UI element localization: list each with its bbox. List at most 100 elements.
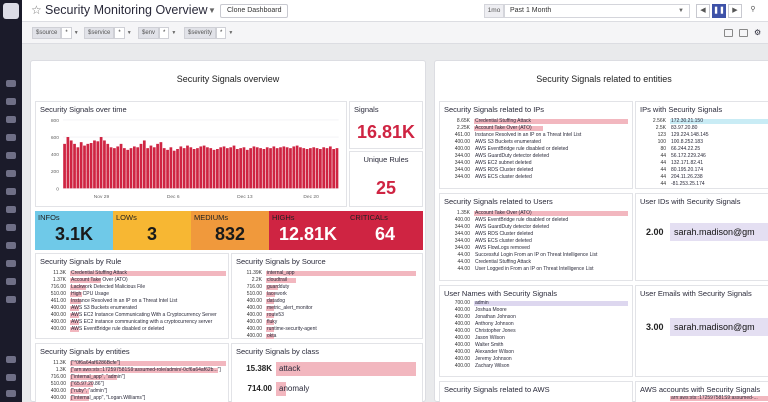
clone-dashboard-button[interactable]: Clone Dashboard [220, 4, 289, 18]
toplist-row[interactable]: 344.00 AWS ECS cluster deleted [444, 174, 628, 181]
user-ids-widget[interactable]: User IDs with Security Signals 2.00 sara… [635, 193, 768, 281]
signal-bar[interactable] [315, 148, 319, 189]
signal-bar[interactable] [265, 147, 269, 189]
signal-bar[interactable] [262, 149, 266, 189]
search-icon[interactable]: ⚲ [746, 4, 760, 18]
signal-bar[interactable] [202, 145, 206, 189]
monitors-nav-icon[interactable] [6, 170, 16, 177]
signal-bar[interactable] [119, 143, 123, 189]
signal-bar[interactable] [152, 147, 156, 189]
class-row[interactable]: 15.38K attack [236, 360, 420, 378]
signal-bar[interactable] [285, 147, 289, 189]
infos-tile[interactable]: INFOs 3.1K [35, 211, 113, 250]
security-nav-icon[interactable] [6, 278, 16, 285]
related-ips-widget[interactable]: Security Signals related to IPs 8.65K Cre… [439, 101, 633, 189]
toplist-row[interactable]: 400.00 Jeremy Johnson [444, 356, 628, 363]
signal-bar[interactable] [132, 146, 136, 189]
toplist-row[interactable]: 344.00 AWS GuardDuty detector deleted [444, 153, 628, 160]
user-nav-icon[interactable] [6, 390, 16, 397]
signal-bar[interactable] [182, 148, 186, 189]
criticals-tile[interactable]: CRITICALs 64 [347, 211, 423, 250]
toplist-row[interactable]: 400.00 Jonathan Johnson [444, 314, 628, 321]
signal-bar[interactable] [232, 145, 236, 189]
toplist-row[interactable]: 11.3K Credential Stuffing Attack [40, 270, 226, 277]
toplist-row[interactable]: 44 56.172.229.246 [640, 153, 768, 160]
signal-bar[interactable] [282, 146, 286, 189]
signal-bar[interactable] [79, 142, 83, 189]
related-aws-widget[interactable]: Security Signals related to AWS [439, 381, 633, 402]
toplist-row[interactable]: 2.5K 83.97.20.80 [640, 125, 768, 132]
signal-bar[interactable] [99, 137, 103, 189]
datadog-logo-icon[interactable] [3, 3, 19, 19]
signals-by-entities-widget[interactable]: Security Signals by entities 11.3K ["*0f6… [35, 343, 229, 402]
toplist-row[interactable]: 80 66.244.22.25 [640, 146, 768, 153]
signals-count-widget[interactable]: Signals 16.81K [349, 101, 423, 149]
signal-bar[interactable] [275, 148, 279, 189]
signal-bar[interactable] [116, 146, 120, 189]
toplist-row[interactable]: 100 100.8.252.183 [640, 139, 768, 146]
toplist-row[interactable]: 400.00 AWS EventBridge rule disabled or d… [444, 217, 628, 224]
signal-bar[interactable] [239, 148, 243, 189]
toplist-row[interactable]: 44 -81.253.25.174 [640, 181, 768, 188]
signal-bar[interactable] [179, 146, 183, 189]
signal-bar[interactable] [206, 147, 209, 189]
toplist-row[interactable]: 400.00 AWS S3 Buckets enumerated [40, 305, 226, 312]
signal-bar[interactable] [295, 145, 299, 189]
toplist-row[interactable]: 400.00 okta [236, 333, 416, 340]
toplist-row[interactable]: 2.56K 172.30.21.150 [640, 118, 768, 125]
signal-bar[interactable] [335, 148, 339, 189]
infrastructure-nav-icon[interactable] [6, 152, 16, 159]
signal-bar[interactable] [325, 148, 329, 189]
signal-bar[interactable] [96, 141, 100, 189]
mediums-tile[interactable]: MEDIUMs 832 [191, 211, 269, 250]
notebooks-nav-icon[interactable] [6, 242, 16, 249]
signal-bar[interactable] [259, 148, 262, 189]
lows-tile[interactable]: LOWs 3 [113, 211, 191, 250]
source-variable[interactable]: $source * ▼ [32, 27, 79, 39]
signal-bar[interactable] [292, 146, 296, 189]
toplist-row[interactable]: 44 132.171.82.41 [640, 160, 768, 167]
toplist-row[interactable]: 400.00 route53 [236, 312, 416, 319]
metrics-nav-icon[interactable] [6, 188, 16, 195]
toplist-row[interactable]: 400.00 AWS EC2 instance communicating wit… [40, 319, 226, 326]
signal-bar[interactable] [279, 147, 282, 189]
signal-bar[interactable] [332, 149, 336, 189]
ux-monitoring-nav-icon[interactable] [6, 296, 16, 303]
title-menu-chevron-icon[interactable]: ▼ [208, 6, 216, 15]
toplist-row[interactable]: 344.00 AWS FlowLogs removed [444, 245, 628, 252]
search-nav-icon[interactable] [6, 80, 16, 87]
toplist-row[interactable]: 344.00 AWS RDS Cluster deleted [444, 231, 628, 238]
watchdog-nav-icon[interactable] [6, 98, 16, 105]
integrations-nav-icon[interactable] [6, 206, 16, 213]
signal-bar[interactable] [176, 149, 179, 189]
toplist-row[interactable]: 400.00 Zachary Wilson [444, 363, 628, 370]
signal-bar[interactable] [212, 149, 216, 189]
user-email-chip[interactable]: sarah.madison@gm [670, 318, 768, 336]
dashboards-nav-icon[interactable] [6, 134, 16, 141]
toplist-row[interactable]: 400.00 Jason Wilson [444, 335, 628, 342]
toplist-row[interactable]: 400.00 ["ruby", "admin"] [40, 388, 226, 395]
toplist-row[interactable]: 400.00 metric_alert_monitor [236, 305, 416, 312]
signal-bar[interactable] [69, 140, 73, 189]
signals-by-class-widget[interactable]: Security Signals by class 15.38K attack 71… [231, 343, 423, 402]
signals-by-rule-widget[interactable]: Security Signals by Rule 11.3K Credential… [35, 253, 229, 339]
toplist-row[interactable]: 716.00 guardduty [236, 284, 416, 291]
signal-bar[interactable] [245, 149, 249, 189]
signal-bar[interactable] [86, 143, 90, 189]
signal-bar[interactable] [146, 148, 149, 189]
class-row[interactable]: 714.00 anomaly [236, 380, 420, 398]
favorite-star-icon[interactable]: ☆ [31, 3, 42, 17]
step-back-icon[interactable]: ◀ [696, 4, 710, 18]
toplist-row[interactable]: 344.00 AWS GuardDuty detector deleted [444, 224, 628, 231]
signal-bar[interactable] [89, 143, 93, 189]
logs-nav-icon[interactable] [6, 260, 16, 267]
signal-bar[interactable] [63, 143, 66, 189]
signal-bar[interactable] [76, 147, 80, 189]
user-names-widget[interactable]: User Names with Security Signals 700.00 a… [439, 285, 633, 377]
toplist-row[interactable]: 510.00 ["65.97.20.86"] [40, 381, 226, 388]
related-users-widget[interactable]: Security Signals related to Users 1.35K A… [439, 193, 633, 281]
signal-bar[interactable] [319, 149, 322, 189]
toplist-row[interactable]: 44.00 Credential Stuffing Attack [444, 259, 628, 266]
toplist-row[interactable]: 44.00 User Logged in From an IP on Threat… [444, 266, 628, 273]
signal-bar[interactable] [149, 145, 153, 189]
